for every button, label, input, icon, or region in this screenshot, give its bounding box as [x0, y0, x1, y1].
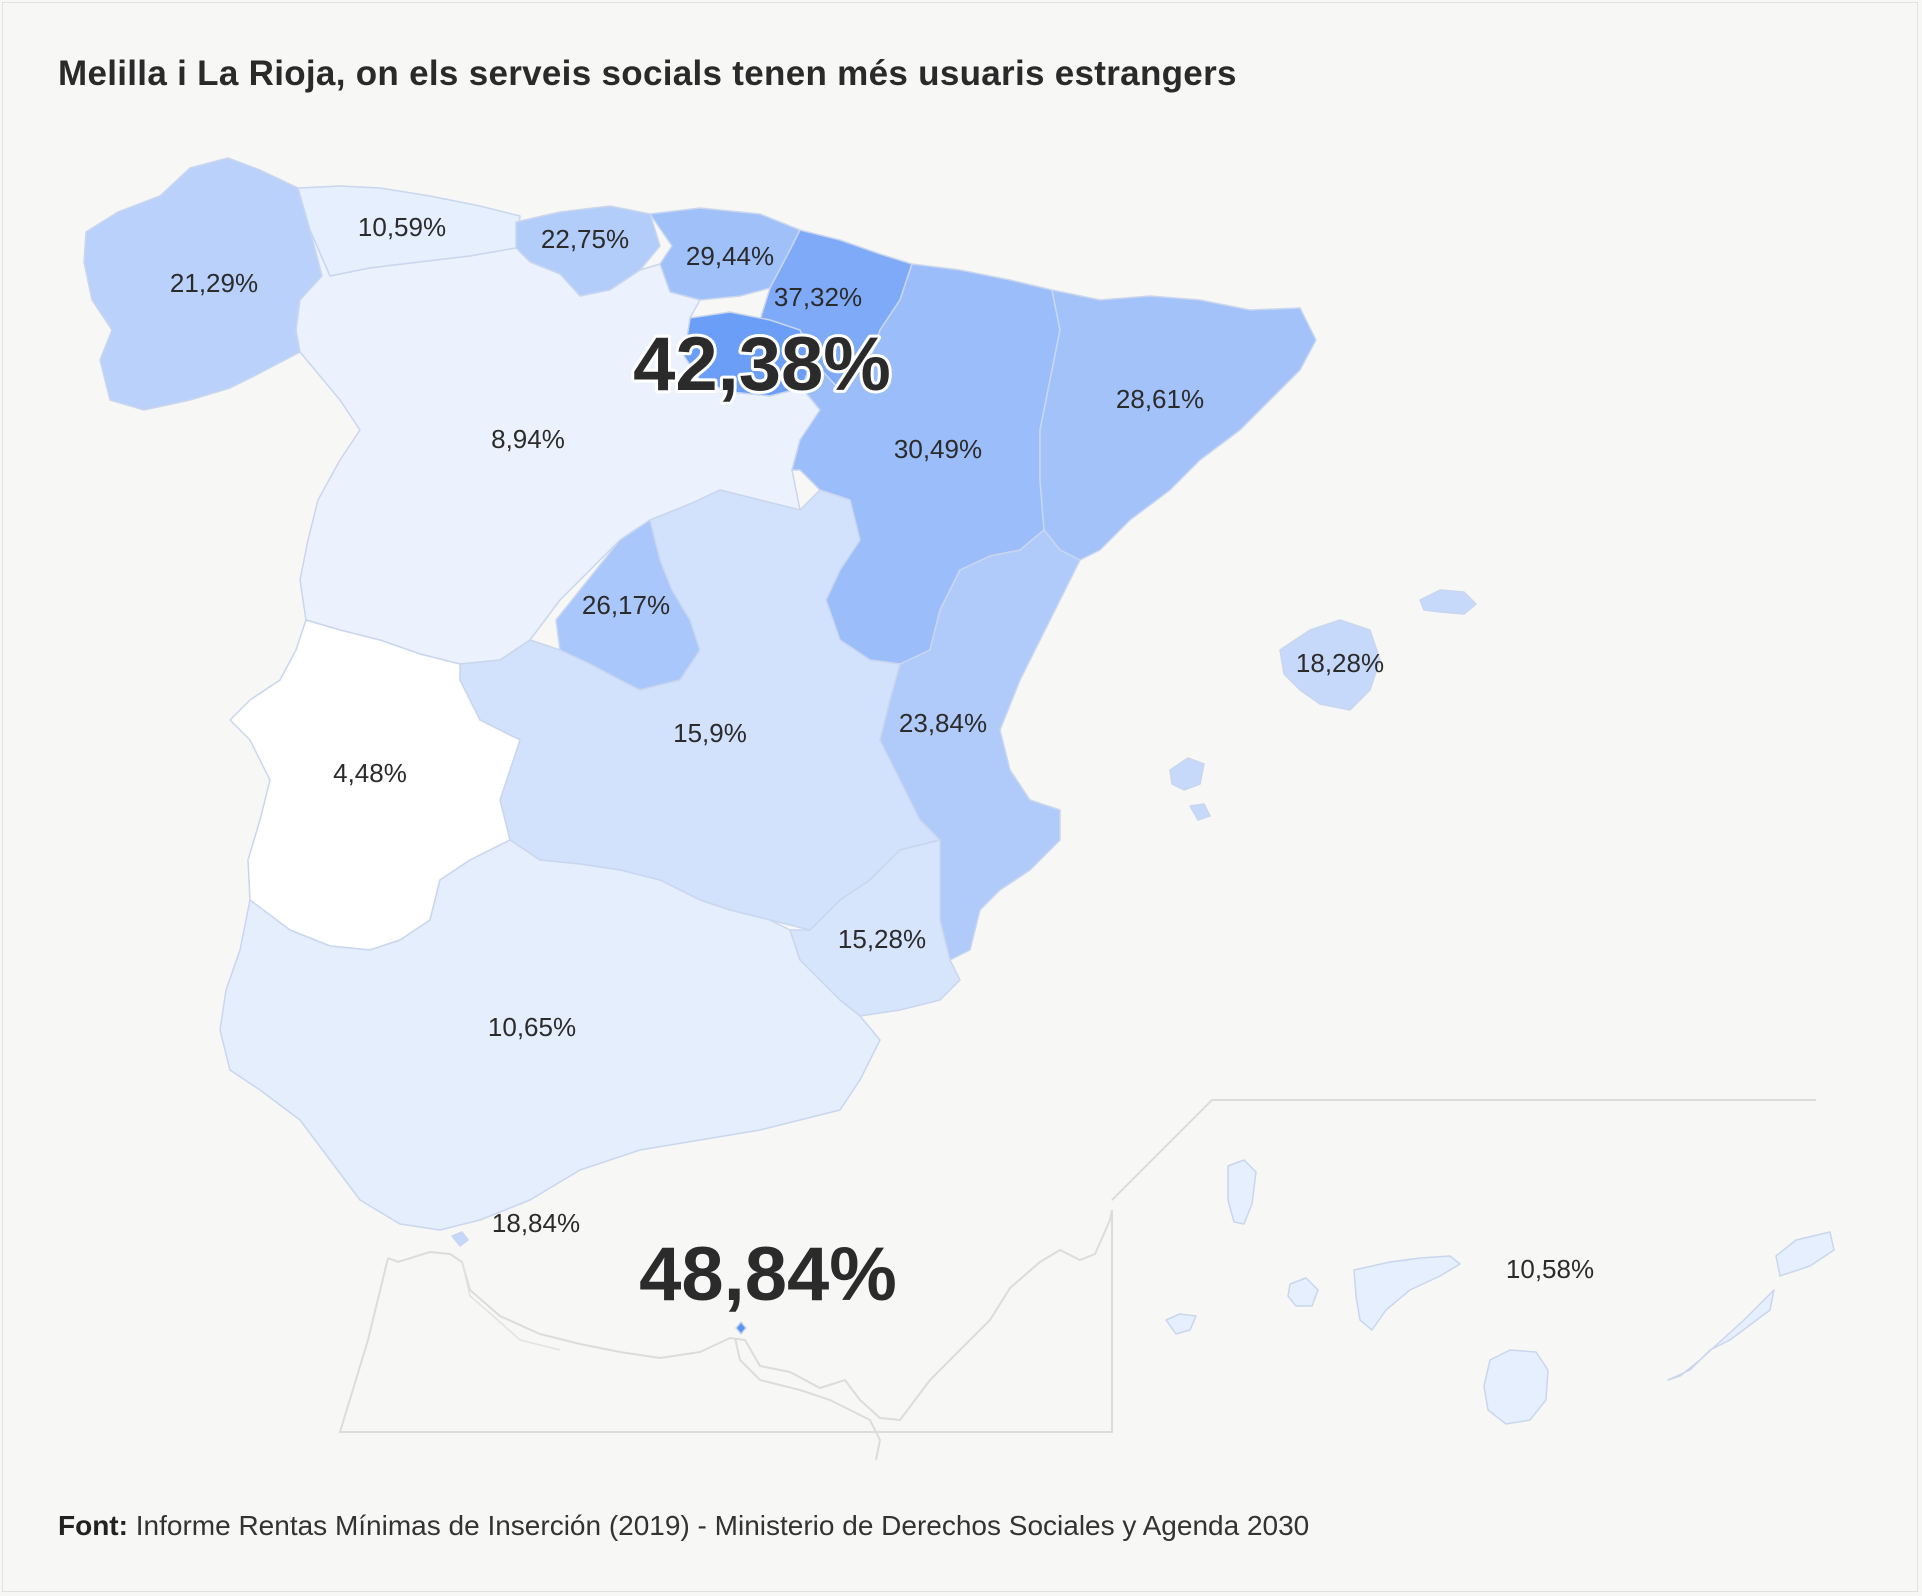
label-canarias: 10,58%	[1506, 1254, 1594, 1284]
label-castilla-la-mancha: 15,9%	[673, 718, 747, 748]
region-canarias	[1165, 1159, 1835, 1425]
morocco-border	[734, 1337, 882, 1461]
label-cantabria: 22,75%	[541, 224, 629, 254]
label-castilla-leon: 8,94%	[491, 424, 565, 454]
label-galicia: 21,29%	[170, 268, 258, 298]
morocco-coast	[387, 1209, 1113, 1422]
region-melilla	[735, 1321, 747, 1335]
label-murcia: 15,28%	[838, 924, 926, 954]
region-pais-vasco	[649, 207, 801, 301]
region-ceuta	[451, 1231, 469, 1247]
label-pais-vasco: 29,44%	[686, 241, 774, 271]
label-asturias: 10,59%	[358, 212, 446, 242]
label-andalucia: 10,65%	[488, 1012, 576, 1042]
source-text: Informe Rentas Mínimas de Inserción (201…	[135, 1510, 1310, 1541]
label-illes-balears: 18,28%	[1296, 648, 1384, 678]
label-aragon: 30,49%	[894, 434, 982, 464]
label-la-rioja: 42,38%	[633, 322, 891, 407]
label-catalunya: 28,61%	[1116, 384, 1204, 414]
canarias-inset-border	[1111, 1099, 1816, 1201]
label-valencia: 23,84%	[899, 708, 987, 738]
label-melilla: 48,84%	[639, 1232, 897, 1317]
chart-title: Melilla i La Rioja, on els serveis socia…	[58, 54, 1237, 93]
morocco-inner	[461, 1261, 561, 1351]
label-ceuta: 18,84%	[492, 1208, 580, 1238]
label-navarra: 37,32%	[774, 282, 862, 312]
region-catalunya	[1039, 289, 1317, 561]
region-illes-balears	[1169, 589, 1477, 821]
north-africa-frame	[338, 1210, 1113, 1433]
label-madrid: 26,17%	[582, 590, 670, 620]
label-extremadura: 4,48%	[333, 758, 407, 788]
region-valencia	[879, 529, 1081, 961]
region-andalucia	[219, 839, 881, 1231]
source-label: Font:	[58, 1510, 128, 1541]
source-note: Font: Informe Rentas Mínimas de Inserció…	[58, 1510, 1309, 1542]
